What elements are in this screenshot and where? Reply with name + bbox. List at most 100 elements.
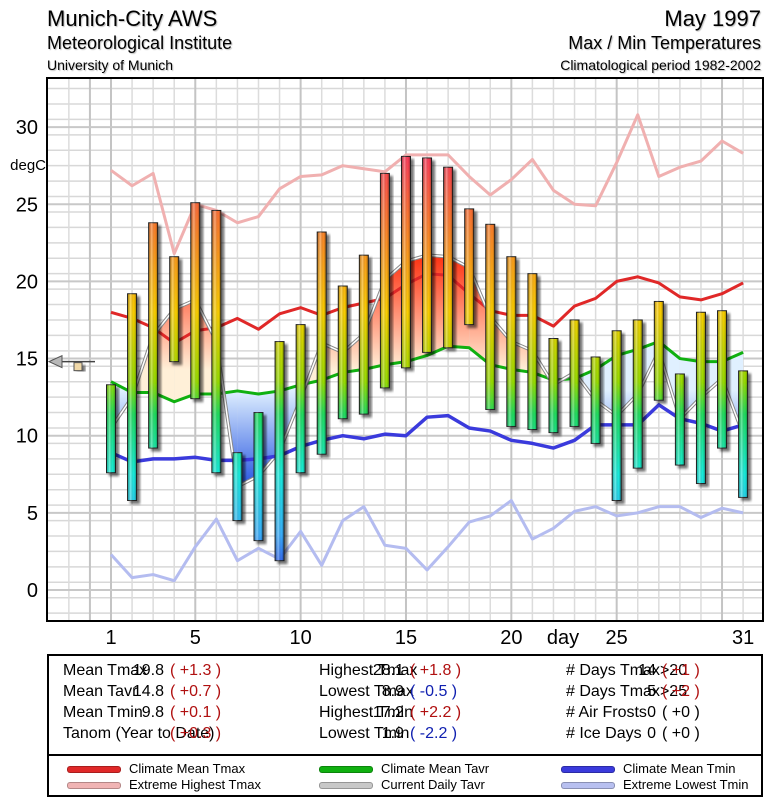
day-bar-shine xyxy=(359,255,369,415)
day-bar-shine xyxy=(527,273,537,430)
mean-marker-box-icon xyxy=(73,362,83,372)
stat-value: 9.8 xyxy=(141,704,164,721)
legend-label: Climate Mean Tmin xyxy=(623,761,736,776)
legend-swatch-icon xyxy=(67,782,121,789)
stat-deviation: ( +2 ) xyxy=(662,683,700,700)
day-bar xyxy=(569,319,580,427)
warm-anomaly-area xyxy=(469,267,491,365)
warm-anomaly-area xyxy=(195,299,217,395)
day-bar-shine xyxy=(464,208,474,325)
day-bar xyxy=(148,222,159,449)
institute-title: Meteorological Institute xyxy=(47,33,233,53)
day-bar xyxy=(506,256,517,427)
station-title: Munich-City AWS xyxy=(47,6,218,31)
day-bar-shine xyxy=(506,256,516,427)
day-bar-shine xyxy=(127,293,137,501)
day-bar-shine xyxy=(675,373,685,466)
day-bar-shine xyxy=(570,319,580,427)
stat-label: Mean Tmax xyxy=(63,662,148,679)
day-bar xyxy=(295,324,306,474)
warm-anomaly-area xyxy=(363,279,385,370)
x-tick-label: 5 xyxy=(190,627,201,649)
legend-swatch-icon xyxy=(561,782,615,789)
mean-marker-arrow-icon xyxy=(47,354,63,369)
warm-anomaly-area xyxy=(490,316,512,370)
stat-label: Mean Tmin xyxy=(63,704,143,721)
stat-label: Tanom (Year to Date) xyxy=(63,725,215,742)
day-bar xyxy=(590,356,601,444)
stat-value: 14.8 xyxy=(132,683,164,700)
day-bar xyxy=(127,293,138,502)
stat-label: # Air Frosts xyxy=(566,704,647,721)
day-bar-shine xyxy=(633,319,643,469)
y-tick-label: 5 xyxy=(27,503,38,525)
day-bar-shine xyxy=(275,341,285,561)
cold-anomaly-area xyxy=(595,355,617,416)
cold-anomaly-area xyxy=(700,361,723,398)
day-bar xyxy=(548,337,559,434)
day-bar-shine xyxy=(380,173,390,388)
day-bar-shine xyxy=(317,232,327,455)
warm-anomaly-area xyxy=(342,333,364,373)
day-bar-shine xyxy=(717,310,727,449)
legend-label: Climate Mean Tmax xyxy=(129,761,246,776)
x-tick-label: 15 xyxy=(395,627,417,649)
x-tick-label: 20 xyxy=(500,627,522,649)
stat-deviation: ( +0 ) xyxy=(662,725,700,742)
stat-label: # Days Tmax>25 xyxy=(566,683,688,700)
x-tick-label: 1 xyxy=(105,627,116,649)
day-bar xyxy=(400,155,411,369)
day-bar-shine xyxy=(169,256,179,362)
stat-deviation: ( +0.3 ) xyxy=(170,725,222,742)
day-bar-shine xyxy=(148,222,158,449)
day-bar xyxy=(443,166,454,349)
stat-label: Highest Tmax xyxy=(319,662,418,679)
legend-swatch-icon xyxy=(67,766,121,773)
stat-value: 0 xyxy=(647,704,656,721)
day-bar-shine xyxy=(591,357,601,444)
day-bar-shine xyxy=(738,370,748,498)
stat-value: 14 xyxy=(638,662,656,679)
legend-label: Extreme Highest Tmax xyxy=(129,777,261,792)
stat-label: Highest Tmin xyxy=(319,704,413,721)
day-bar xyxy=(274,341,285,562)
stat-value: 1.9 xyxy=(381,725,404,742)
x-tick-label: 25 xyxy=(606,627,628,649)
day-bar xyxy=(653,300,664,401)
legend-label: Extreme Lowest Tmin xyxy=(623,777,749,792)
legend-label: Current Daily Tavr xyxy=(381,777,485,792)
stat-label: Mean Tavr xyxy=(63,683,138,700)
daily-bars xyxy=(106,155,749,562)
day-bar-shine xyxy=(296,324,306,473)
y-tick-label: 15 xyxy=(16,349,38,371)
legend-swatch-icon xyxy=(319,766,373,773)
day-bar xyxy=(422,157,433,353)
legend-swatch-icon xyxy=(319,782,373,789)
cold-anomaly-area xyxy=(258,390,280,476)
stat-value: 17.2 xyxy=(372,704,404,721)
stat-deviation: ( +0.1 ) xyxy=(170,704,222,721)
day-bar xyxy=(611,330,622,502)
stat-value: 19.8 xyxy=(132,662,164,679)
stat-deviation: ( +0.7 ) xyxy=(170,683,222,700)
stat-deviation: ( +2.2 ) xyxy=(410,704,462,721)
day-bar xyxy=(190,202,201,400)
university-title: University of Munich xyxy=(47,57,174,73)
chart-title: Max / Min Temperatures xyxy=(568,33,761,53)
day-bar-shine xyxy=(422,157,432,353)
day-bar xyxy=(717,310,728,449)
stat-label: Lowest Tmax xyxy=(319,683,414,700)
cold-anomaly-area xyxy=(722,352,744,435)
stat-value: 28.1 xyxy=(372,662,404,679)
y-tick-label: 0 xyxy=(27,580,38,602)
day-bar xyxy=(337,285,348,420)
stat-deviation: ( +1.3 ) xyxy=(170,662,222,679)
legend: Climate Mean Tmax Extreme Highest Tmax Cli… xyxy=(47,754,763,797)
stat-label: # Days Tmax>20 xyxy=(566,662,688,679)
stat-deviation: ( -0.5 ) xyxy=(410,683,458,700)
y-tick-label: 10 xyxy=(16,426,38,448)
day-bar-shine xyxy=(232,452,242,521)
day-bar xyxy=(169,256,180,363)
month-title: May 1997 xyxy=(664,6,761,31)
